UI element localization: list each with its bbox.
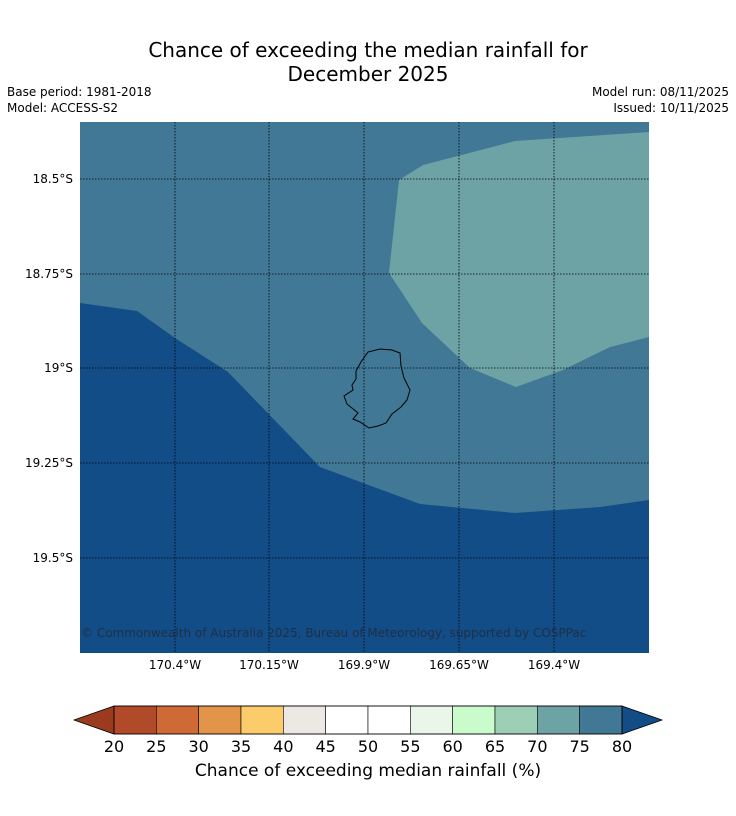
lat-tick-19: 19°S <box>44 361 73 375</box>
colorbar-tick-label: 45 <box>315 737 335 756</box>
colorbar-swatches <box>113 705 623 735</box>
colorbar-tick-label: 50 <box>358 737 378 756</box>
colorbar-swatch <box>410 705 453 735</box>
colorbar-tick-label: 20 <box>104 737 124 756</box>
map-area: © Commonwealth of Australia 2025, Bureau… <box>80 122 649 653</box>
model-name: Model: ACCESS-S2 <box>7 101 119 115</box>
colorbar-under-arrow <box>72 705 115 735</box>
colorbar-swatch <box>198 705 242 735</box>
colorbar-tick-label: 55 <box>400 737 420 756</box>
lon-tick-170-15: 170.15°W <box>239 658 299 672</box>
lon-tick-169-65: 169.65°W <box>429 658 489 672</box>
lat-tick-19-25: 19.25°S <box>25 456 73 470</box>
colorbar-swatch <box>452 705 496 735</box>
colorbar-over-arrow <box>621 705 664 735</box>
colorbar-tick-label: 70 <box>527 737 547 756</box>
lat-tick-19-5: 19.5°S <box>33 551 73 565</box>
colorbar-tick-label: 60 <box>442 737 462 756</box>
island-outline <box>343 348 411 429</box>
colorbar-swatch <box>537 705 580 735</box>
colorbar-ticks: 20 25 30 35 40 45 50 55 60 65 70 75 80 <box>104 737 632 756</box>
base-period: Base period: 1981-2018 <box>7 85 152 99</box>
colorbar-swatch <box>113 705 157 735</box>
colorbar-tick-label: 75 <box>569 737 589 756</box>
colorbar-tick-label: 25 <box>146 737 166 756</box>
lat-tick-18-75: 18.75°S <box>25 267 73 281</box>
chart-title: Chance of exceeding the median rainfall … <box>0 38 736 86</box>
meta-right: Model run: 08/11/2025 Issued: 10/11/2025 <box>592 84 729 116</box>
region-70-75 <box>389 132 649 387</box>
colorbar-swatch <box>156 705 199 735</box>
lon-tick-169-9: 169.9°W <box>338 658 390 672</box>
colorbar-swatch <box>579 705 623 735</box>
colorbar-swatch <box>325 705 369 735</box>
model-run: Model run: 08/11/2025 <box>591 85 729 99</box>
colorbar-swatch <box>494 705 538 735</box>
colorbar-swatch <box>240 705 284 735</box>
colorbar-swatch <box>283 705 326 735</box>
colorbar-tick-label: 35 <box>231 737 251 756</box>
title-line-2: December 2025 <box>287 62 449 86</box>
colorbar-tick-label: 65 <box>485 737 505 756</box>
colorbar-tick-label: 30 <box>188 737 208 756</box>
lon-tick-170-4: 170.4°W <box>149 658 201 672</box>
lat-tick-18-5: 18.5°S <box>33 172 73 186</box>
colorbar-tick-label: 40 <box>273 737 293 756</box>
copyright-notice: © Commonwealth of Australia 2025, Bureau… <box>81 626 586 640</box>
colorbar-label: Chance of exceeding median rainfall (%) <box>194 761 542 781</box>
title-line-1: Chance of exceeding the median rainfall … <box>148 38 588 62</box>
colorbar-swatch <box>367 705 411 735</box>
colorbar: 20 25 30 35 40 45 50 55 60 65 70 75 80 <box>72 705 664 756</box>
gridlines <box>80 122 649 653</box>
colorbar-tick-label: 80 <box>612 737 632 756</box>
issued-date: Issued: 10/11/2025 <box>613 101 729 115</box>
lon-tick-169-4: 169.4°W <box>528 658 580 672</box>
meta-left: Base period: 1981-2018 Model: ACCESS-S2 <box>7 84 152 116</box>
